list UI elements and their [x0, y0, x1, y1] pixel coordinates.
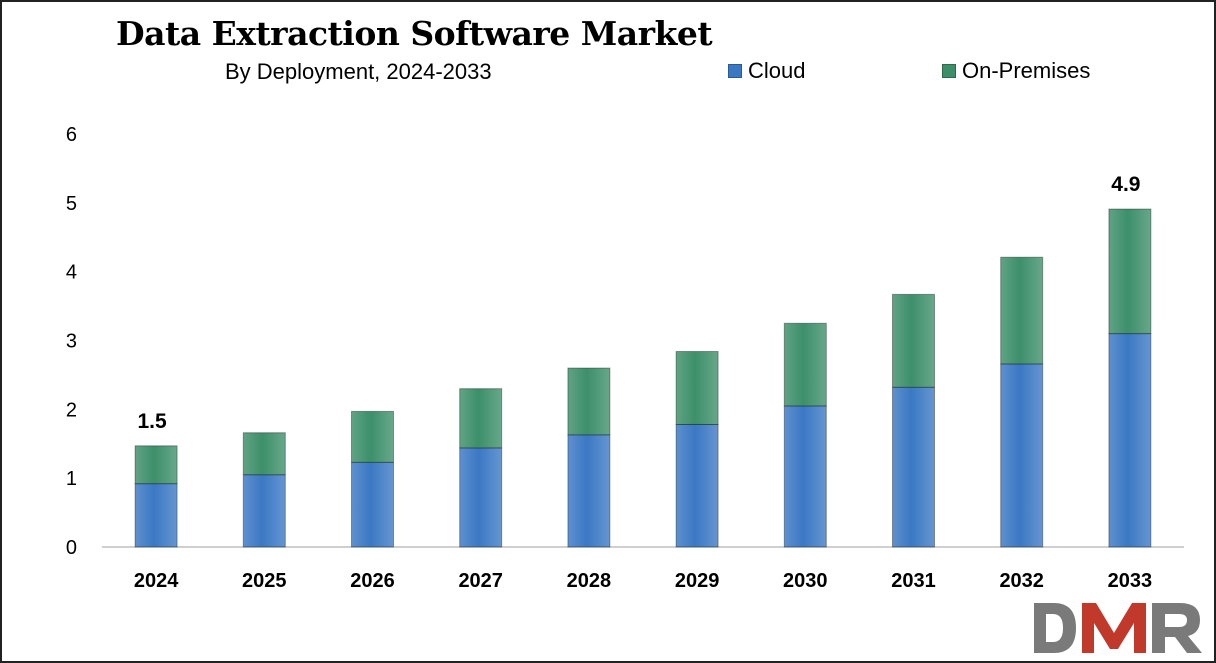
bar-on-premises-2028	[567, 367, 611, 436]
bar-on-premises-2032	[1000, 256, 1044, 365]
bar-cloud-2024	[134, 483, 178, 548]
bar-cloud-2033	[1108, 333, 1152, 548]
data-label-2033: 4.9	[1111, 173, 1140, 196]
bar-on-premises-2027	[459, 388, 503, 449]
legend-item-on-premises: On-Premises	[942, 58, 1090, 84]
bar-on-premises-2025	[242, 432, 286, 476]
bar-on-premises-2031	[892, 293, 935, 388]
bar-cloud-2030	[783, 405, 827, 548]
legend-item-cloud: Cloud	[728, 58, 805, 84]
chart-title: Data Extraction Software Market	[116, 14, 713, 53]
bar-cloud-2025	[242, 474, 286, 548]
chart-subtitle: By Deployment, 2024-2033	[225, 59, 492, 84]
y-tick-label: 4	[66, 262, 77, 284]
x-tick-label: 2033	[1108, 570, 1153, 592]
y-tick-label: 3	[66, 331, 77, 353]
x-tick-label: 2025	[242, 570, 287, 592]
x-tick-label: 2030	[783, 570, 828, 592]
x-tick-label: 2026	[350, 570, 395, 592]
dmr-logo	[1034, 603, 1202, 653]
y-tick-label: 2	[66, 399, 77, 421]
x-tick-label: 2029	[675, 570, 720, 592]
bar-on-premises-2024	[134, 445, 178, 485]
x-tick-label: 2024	[134, 570, 179, 592]
bar-cloud-2032	[1000, 363, 1044, 548]
x-tick-label: 2031	[891, 570, 936, 592]
legend-label-on-premises: On-Premises	[962, 58, 1091, 83]
y-tick-label: 5	[66, 193, 77, 215]
bar-cloud-2029	[675, 423, 719, 548]
legend-swatch-on-premises	[942, 64, 956, 78]
x-tick-label: 2032	[999, 570, 1044, 592]
x-tick-label: 2028	[567, 570, 612, 592]
bar-cloud-2031	[892, 386, 935, 548]
y-tick-label: 1	[66, 468, 77, 490]
bar-cloud-2027	[459, 447, 503, 548]
legend-swatch-cloud	[728, 64, 742, 78]
bar-cloud-2026	[351, 461, 394, 548]
bar-on-premises-2033	[1108, 208, 1152, 335]
y-tick-label: 0	[66, 537, 77, 559]
bar-on-premises-2026	[351, 410, 394, 463]
data-label-2024: 1.5	[137, 410, 167, 433]
x-tick-label: 2027	[458, 570, 503, 592]
legend-label-cloud: Cloud	[748, 58, 806, 83]
bar-cloud-2028	[567, 434, 611, 548]
bar-on-premises-2030	[783, 322, 827, 407]
bar-on-premises-2029	[675, 351, 719, 425]
y-tick-label: 6	[66, 124, 77, 146]
